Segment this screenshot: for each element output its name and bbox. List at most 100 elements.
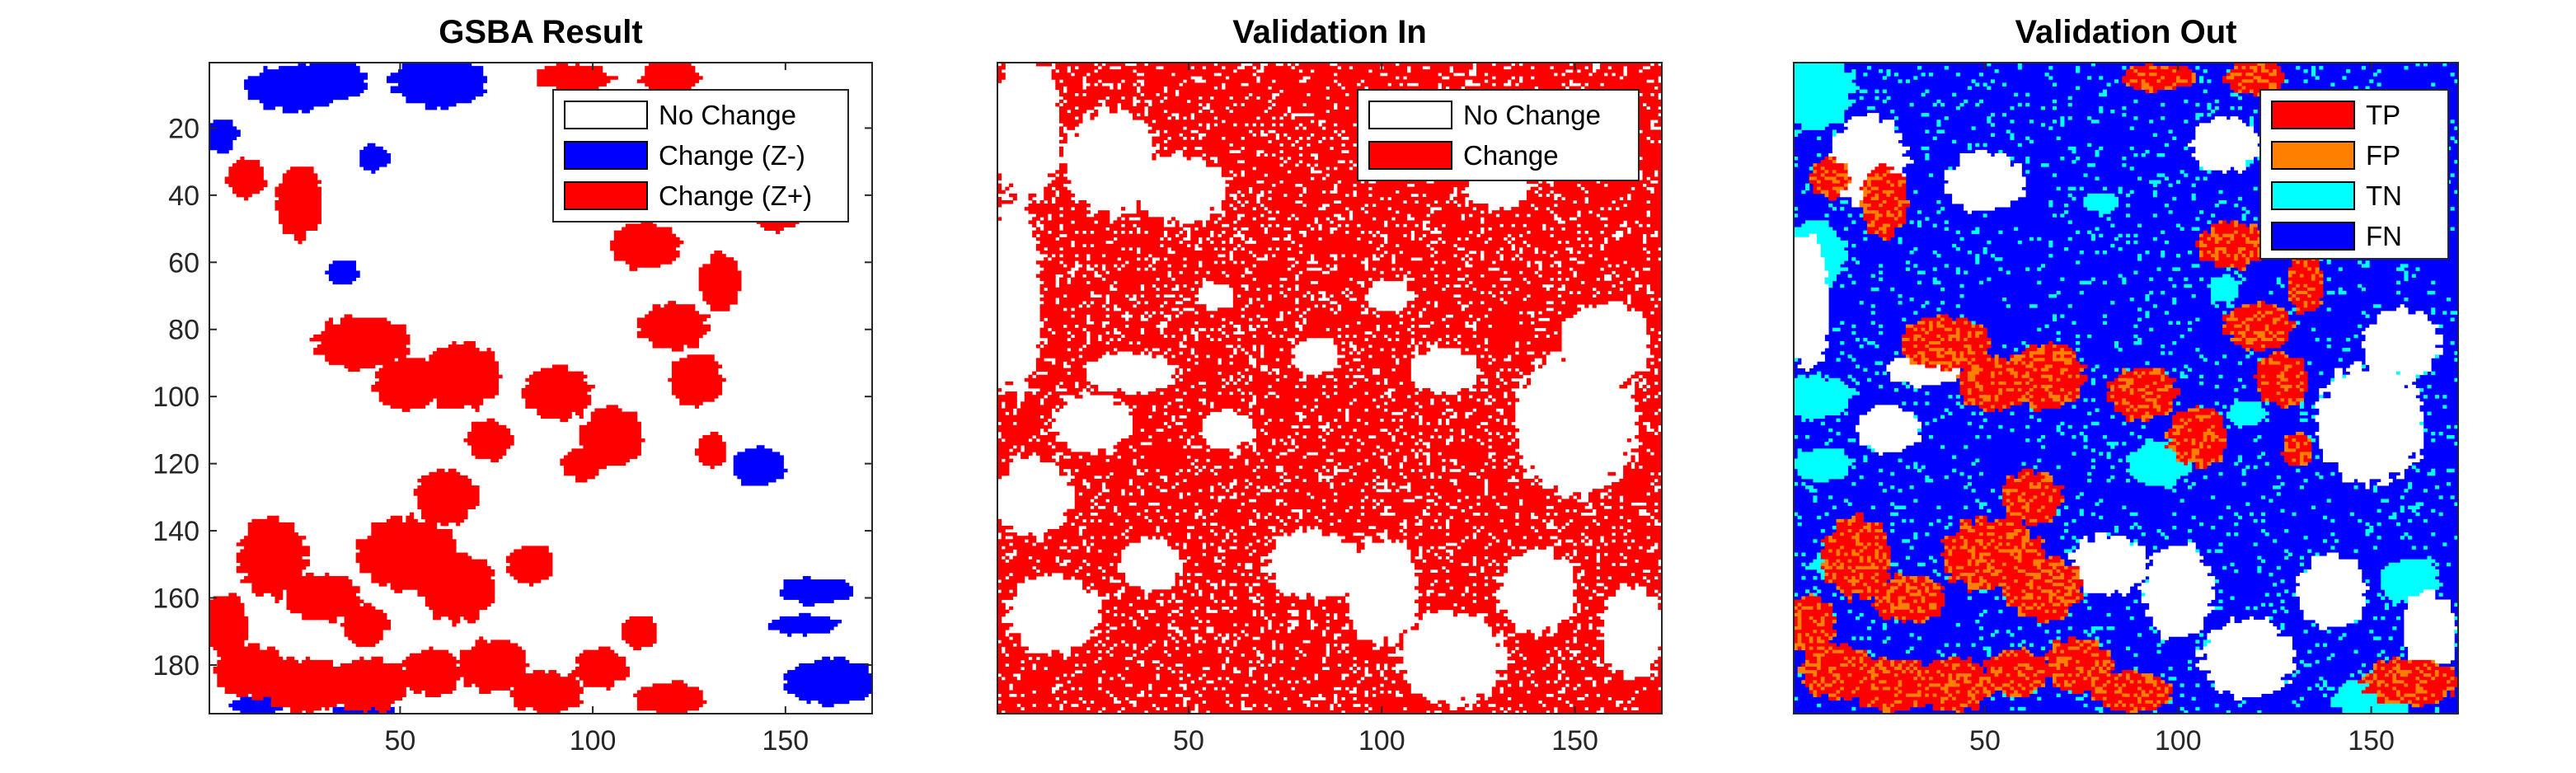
heatmap-cell: [1429, 445, 1489, 449]
heatmap-cell: [636, 690, 703, 694]
heatmap-cell: [1612, 66, 1624, 70]
heatmap-cell: [1580, 183, 1605, 188]
heatmap-cell: [1202, 136, 1222, 141]
heatmap-cell: [1044, 267, 1072, 271]
heatmap-cell: [1244, 246, 1269, 251]
heatmap-cell: [1429, 204, 1458, 208]
heatmap-cell: [413, 489, 480, 493]
heatmap-cell: [1294, 213, 1335, 218]
heatmap-cell: [1584, 260, 1624, 265]
heatmap-cell: [1514, 546, 1520, 550]
heatmap-cell: [1225, 639, 1234, 644]
heatmap-cell: [1514, 633, 1535, 637]
heatmap-cell: [1213, 337, 1218, 342]
heatmap-cell: [1438, 552, 1450, 557]
heatmap-cell: [1638, 126, 1651, 130]
heatmap-cell: [1588, 606, 1608, 611]
heatmap-cell: [1376, 452, 1388, 456]
heatmap-cell: [1603, 706, 1624, 711]
heatmap-cell: [382, 364, 499, 368]
heatmap-cell: [1503, 257, 1512, 261]
heatmap-cell: [2161, 66, 2169, 70]
heatmap-cell: [1291, 364, 1296, 368]
heatmap-cell: [2454, 79, 2459, 83]
heatmap-cell: [1271, 626, 1288, 630]
heatmap-cell: [1592, 210, 1647, 214]
heatmap-cell: [1306, 377, 1335, 382]
heatmap-cell: [1353, 478, 1372, 483]
heatmap-cell: [1005, 710, 1099, 714]
heatmap-cell: [1832, 136, 1903, 141]
heatmap-cell: [1410, 327, 1473, 332]
heatmap-cell: [1144, 82, 1180, 87]
heatmap-cell: [1175, 334, 1184, 339]
heatmap-cell: [1596, 287, 1620, 292]
heatmap-cell: [1658, 489, 1663, 493]
heatmap-cell: [1094, 301, 1106, 305]
heatmap-cell: [2257, 63, 2266, 67]
heatmap-cell: [1140, 512, 1175, 517]
heatmap-cell: [1229, 656, 1261, 661]
heatmap-cell: [1550, 193, 1555, 198]
heatmap-cell: [1182, 468, 1188, 473]
x-tick-label: 150: [762, 725, 809, 757]
heatmap-cell: [1225, 82, 1241, 87]
heatmap-cell: [1186, 257, 1230, 261]
heatmap-cell: [1503, 633, 1508, 637]
heatmap-cell: [1147, 391, 1161, 396]
heatmap-cell: [1035, 274, 1056, 279]
heatmap-cell: [1441, 73, 1454, 77]
heatmap-cell: [2106, 82, 2111, 87]
heatmap-cell: [1395, 354, 1404, 358]
heatmap-cell: [1518, 199, 1574, 204]
heatmap-cell: [1488, 377, 1500, 382]
heatmap-cell: [1573, 518, 1593, 523]
heatmap-cell: [1035, 260, 1060, 265]
heatmap-cell: [1236, 351, 1246, 355]
heatmap-cell: [1360, 368, 1372, 372]
heatmap-cell: [1136, 82, 1141, 87]
heatmap-cell: [1051, 257, 1087, 261]
heatmap-cell: [1229, 76, 1257, 80]
heatmap-cell: [1406, 274, 1423, 279]
heatmap-cell: [1244, 703, 1253, 708]
heatmap-cell: [741, 482, 769, 486]
heatmap-cell: [1449, 522, 1516, 527]
heatmap-cell: [1518, 340, 1527, 345]
heatmap-cell: [2261, 66, 2266, 70]
x-tick-label: 50: [384, 725, 415, 757]
heatmap-cell: [648, 86, 692, 90]
heatmap-cell: [1588, 230, 1601, 235]
heatmap-cell: [1163, 536, 1188, 540]
heatmap-cell: [1094, 583, 1129, 587]
heatmap-cell: [1306, 126, 1323, 130]
heatmap-cell: [1553, 190, 1585, 194]
heatmap-cell: [1086, 76, 1191, 80]
heatmap-cell: [1021, 673, 1064, 677]
heatmap-cell: [1588, 643, 1605, 647]
heatmap-cell: [1271, 623, 1280, 627]
heatmap-cell: [1186, 542, 1203, 546]
heatmap-cell: [2454, 126, 2459, 130]
heatmap-cell: [2017, 66, 2022, 70]
heatmap-cell: [1063, 703, 1072, 708]
heatmap-cell: [1291, 630, 1323, 634]
heatmap-cell: [1488, 546, 1512, 550]
heatmap-cell: [1975, 82, 1980, 87]
heatmap-cell: [1638, 559, 1659, 564]
heatmap-cell: [1271, 690, 1276, 694]
heatmap-cell: [302, 659, 333, 664]
heatmap-cell: [1561, 293, 1593, 298]
heatmap-cell: [1244, 348, 1253, 352]
heatmap-cell: [997, 424, 1052, 429]
heatmap-cell: [1349, 411, 1392, 415]
heatmap-cell: [1287, 327, 1299, 332]
heatmap-cell: [1465, 438, 1477, 443]
heatmap-cell: [1090, 630, 1095, 634]
heatmap-cell: [1159, 257, 1164, 261]
heatmap-cell: [2052, 99, 2058, 104]
heatmap-cell: [1058, 116, 1076, 120]
heatmap-cell: [1452, 552, 1504, 557]
heatmap-cell: [1012, 683, 1056, 687]
heatmap-cell: [1368, 659, 1404, 664]
